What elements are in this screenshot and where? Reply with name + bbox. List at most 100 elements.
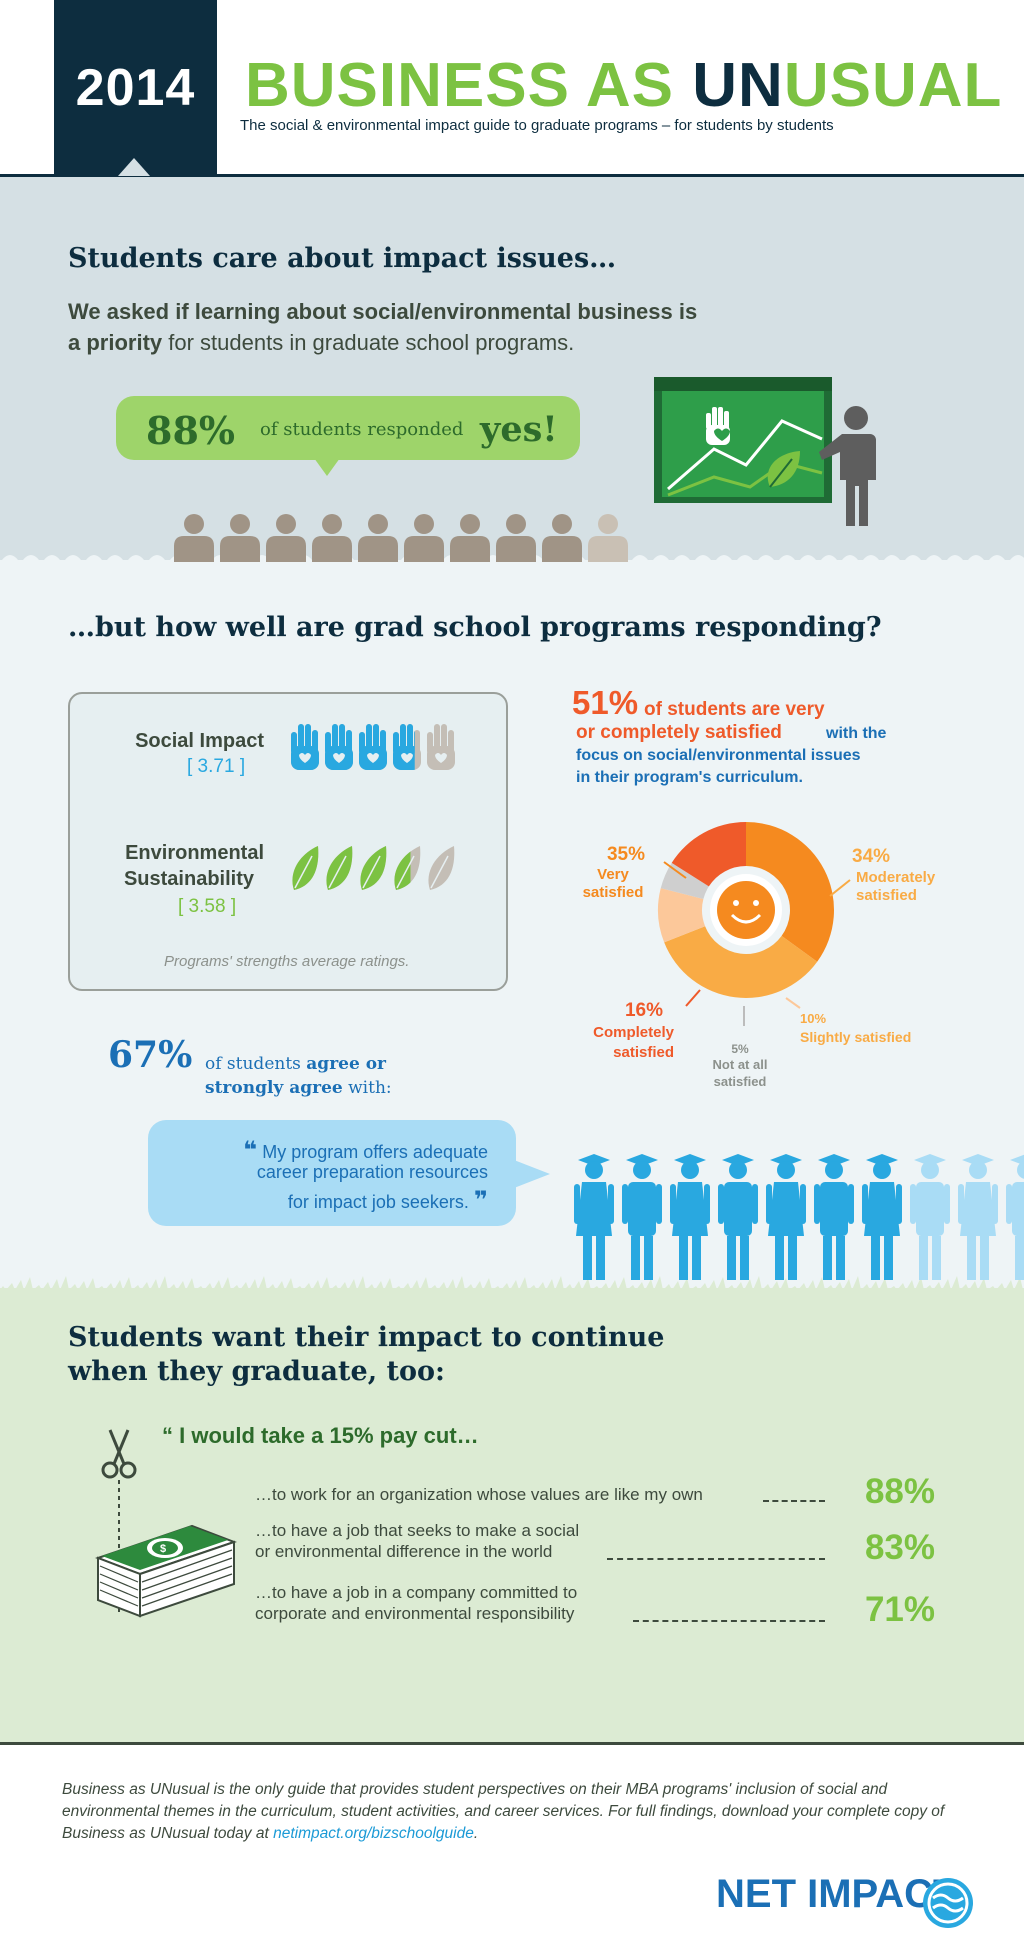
satisfaction-line-2: or completely satisfied xyxy=(576,722,782,743)
footer-divider xyxy=(0,1742,1024,1745)
donut-label-moderate-1: Moderately xyxy=(856,869,936,886)
hand-heart-icon xyxy=(291,724,319,770)
satisfaction-line-4: in their program's curriculum. xyxy=(576,769,803,786)
paycut-title-highlight: 15% pay cut… xyxy=(329,1423,479,1448)
graduate-icon xyxy=(814,1154,854,1280)
section1-intro: We asked if learning about social/enviro… xyxy=(68,296,868,358)
footer-body: Business as UNusual is the only guide th… xyxy=(62,1781,945,1842)
paycut-title-pre: “ I would take a xyxy=(162,1423,330,1448)
person-icon xyxy=(450,514,490,562)
stat-bubble-88: 88% of students responded yes! xyxy=(116,396,580,460)
donut-label-notatall-2: satisfied xyxy=(713,1074,767,1089)
quote-line-2: career preparation resources xyxy=(256,1162,488,1182)
rating-label-env-2: Sustainability xyxy=(123,868,254,890)
rating-label-env-1: Environmental xyxy=(125,842,264,864)
paycut-row-2-leader xyxy=(607,1558,825,1560)
stat-88-percent: 88% xyxy=(146,408,235,453)
donut-slice-completely-satisfied xyxy=(671,822,746,887)
intro-bold-2: a priority xyxy=(68,330,163,355)
scissors-icon xyxy=(101,1429,137,1479)
rating-value-env: [ 3.58 ] xyxy=(178,896,237,917)
page-subtitle: The social & environmental impact guide … xyxy=(240,117,834,134)
quote-open-icon: ❝ xyxy=(243,1137,258,1164)
donut-label-very-pct: 35% xyxy=(606,844,646,865)
hand-heart-icon xyxy=(359,724,387,770)
donut-leader-lines xyxy=(663,861,851,1026)
donut-slice-slightly-satisfied xyxy=(658,888,706,943)
graduate-icon xyxy=(574,1154,614,1280)
satisfaction-donut-chart xyxy=(658,822,834,998)
paycut-row-difference: …to have a job that seeks to make a soci… xyxy=(255,1514,935,1574)
donut-label-moderate-pct: 34% xyxy=(852,846,891,867)
ratings-caption: Programs' strengths average ratings. xyxy=(164,953,410,970)
person-icon xyxy=(266,514,306,562)
graduate-icon xyxy=(718,1154,758,1280)
smiley-face-icon xyxy=(717,881,775,939)
rating-value-social: [ 3.71 ] xyxy=(187,756,246,777)
donut-label-complete-1: Completely xyxy=(593,1024,674,1041)
donut-label-moderate-2: satisfied xyxy=(856,887,917,904)
satisfaction-line-2b: with the xyxy=(826,725,887,742)
paycut-row-2-percent: 83% xyxy=(864,1528,935,1567)
agree-line-1: of students agree or xyxy=(205,1054,386,1074)
agree-line-2-bold: strongly agree xyxy=(205,1078,343,1098)
graduates-row xyxy=(574,1154,1024,1280)
paycut-row-values: …to work for an organization whose value… xyxy=(255,1472,935,1522)
year-badge: 2014 xyxy=(54,0,217,176)
leaf-icon xyxy=(394,846,421,890)
leaf-icon xyxy=(428,846,455,890)
graduate-icon xyxy=(862,1154,902,1280)
hand-heart-icon xyxy=(427,724,455,770)
quote-tail xyxy=(514,1160,550,1188)
person-icon xyxy=(174,514,214,562)
graduate-icon xyxy=(670,1154,710,1280)
presentation-board-icon xyxy=(654,377,832,503)
net-impact-logo: NET IMPACT xyxy=(716,1872,958,1916)
title-un: UN xyxy=(692,51,784,120)
quote-line-1: ❝ My program offers adequate xyxy=(243,1136,488,1165)
agree-percent: 67% xyxy=(108,1034,193,1076)
donut-label-very-2: satisfied xyxy=(582,884,644,901)
env-rating-leaves xyxy=(292,846,455,890)
donut-label-complete-pct: 16% xyxy=(624,1000,664,1021)
rating-label-social: Social Impact xyxy=(135,730,264,752)
paycut-row-3-text-2: corporate and environmental responsibili… xyxy=(255,1604,575,1623)
intro-bold-1: We asked if learning about social/enviro… xyxy=(68,299,698,324)
person-icon xyxy=(588,514,628,562)
donut-slice-moderately-satisfied xyxy=(664,926,818,998)
section3-heading-2: when they graduate, too: xyxy=(68,1356,445,1387)
donut-label-slight-1: Slightly satisfied xyxy=(800,1029,912,1045)
person-icon xyxy=(404,514,444,562)
satisfaction-line-1: of students are very xyxy=(644,699,825,720)
person-icon xyxy=(358,514,398,562)
quote-line-3: for impact job seekers. ❞ xyxy=(288,1186,488,1215)
paycut-row-3-leader xyxy=(633,1620,825,1622)
intro-rest: for students in graduate school programs… xyxy=(162,330,575,355)
stat-88-text: of students responded xyxy=(260,419,464,440)
agree-line-1-bold: agree or xyxy=(306,1054,387,1074)
paycut-row-1-leader xyxy=(763,1500,825,1502)
paycut-row-responsibility: …to have a job in a company committed to… xyxy=(255,1576,935,1636)
person-icon xyxy=(220,514,260,562)
bubble-tail xyxy=(314,458,340,476)
graduate-icon xyxy=(910,1154,950,1280)
title-part-2: USUAL xyxy=(783,51,1003,120)
section1-heading: Students care about impact issues… xyxy=(68,243,617,274)
quote-bubble: ❝ My program offers adequate career prep… xyxy=(148,1120,516,1226)
donut-label-very-1: Very xyxy=(597,866,629,883)
header-divider xyxy=(0,174,1024,177)
quote-close-icon: ❞ xyxy=(473,1187,488,1214)
hand-heart-icon xyxy=(325,724,353,770)
quote-text-3: for impact job seekers. xyxy=(287,1192,469,1212)
net-impact-globe-icon xyxy=(923,1878,973,1928)
agree-line-1-pre: of students xyxy=(205,1054,307,1074)
agree-line-2-rest: with: xyxy=(342,1078,392,1098)
footer-after: . xyxy=(473,1825,479,1842)
footer-link[interactable]: netimpact.org/bizschoolguide xyxy=(273,1825,474,1842)
donut-label-notatall-1: Not at all xyxy=(712,1057,768,1072)
paycut-row-1-percent: 88% xyxy=(864,1472,935,1511)
leaf-icon xyxy=(326,846,353,890)
stat-88-yes: yes! xyxy=(480,409,558,450)
hand-heart-icon xyxy=(393,724,421,770)
paycut-row-1-text: …to work for an organization whose value… xyxy=(255,1485,703,1504)
